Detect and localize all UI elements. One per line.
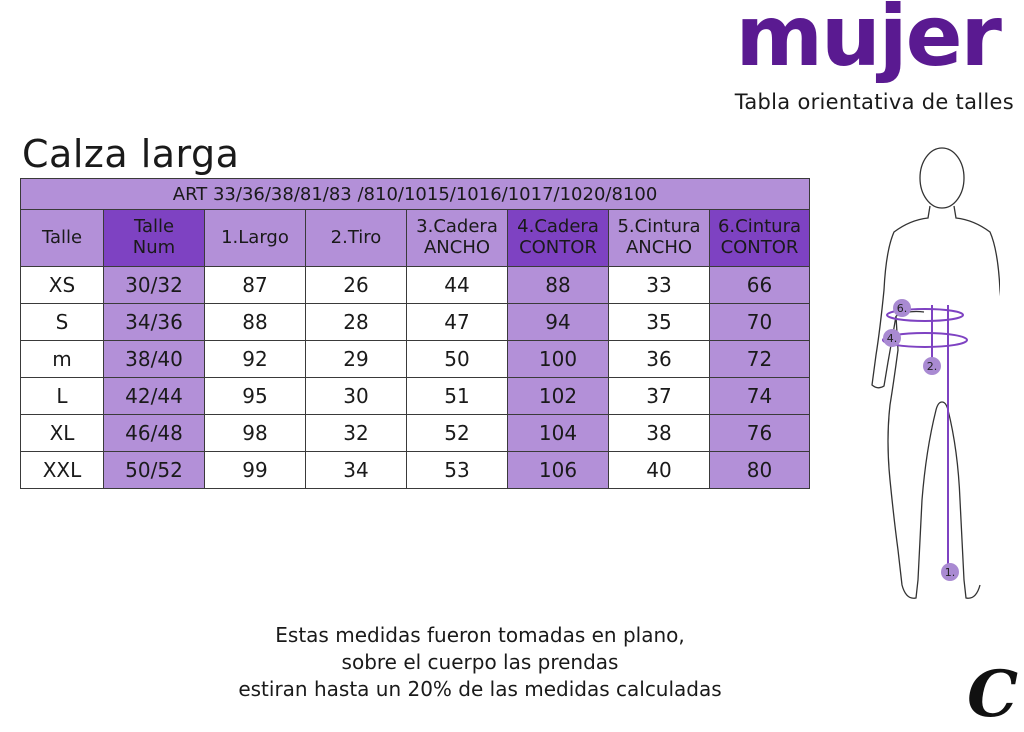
svg-text:2.: 2. (927, 360, 938, 373)
table-cell: 102 (507, 377, 609, 415)
table-cell: 47 (406, 303, 508, 341)
table-cell: 87 (204, 266, 306, 304)
table-cell: 38 (608, 414, 710, 452)
table-cell: 38/40 (103, 340, 205, 378)
header-cell: 1.Largo (204, 209, 306, 267)
table-cell: 100 (507, 340, 609, 378)
table-row: XS 30/32 87 26 44 88 33 66 (20, 266, 811, 304)
table-cell: 52 (406, 414, 508, 452)
corner-logo: C (967, 657, 1018, 732)
table-cell: 88 (204, 303, 306, 341)
table-cell: 44 (406, 266, 508, 304)
table-cell: 30/32 (103, 266, 205, 304)
marker-2: 2. (923, 357, 941, 375)
header-cell: 5.Cintura ANCHO (608, 209, 710, 267)
header-cell: 3.Cadera ANCHO (406, 209, 508, 267)
table-cell: XL (20, 414, 104, 452)
body-measurement-figure: 6. 4. 2. 1. (871, 147, 1000, 599)
svg-text:1.: 1. (945, 566, 956, 579)
header-cell: 6.Cintura CONTOR (708, 209, 811, 267)
table-cell: 94 (507, 303, 609, 341)
header-cell: 2.Tiro (305, 209, 407, 267)
table-cell: 34/36 (103, 303, 205, 341)
table-cell: 36 (608, 340, 710, 378)
table-cell: XS (20, 266, 104, 304)
table-row: XXL 50/52 99 34 53 106 40 80 (20, 451, 811, 489)
svg-text:6.: 6. (897, 302, 908, 315)
table-cell: 30 (305, 377, 407, 415)
table-cell: 72 (708, 340, 811, 378)
table-cell: 37 (608, 377, 710, 415)
subtitle: Tabla orientativa de talles (734, 90, 1014, 114)
table-cell: 92 (204, 340, 306, 378)
header-cell: Talle Num (103, 209, 205, 267)
table-cell: 42/44 (103, 377, 205, 415)
table-cell: 99 (204, 451, 306, 489)
table-cell: 51 (406, 377, 508, 415)
marker-4: 4. (883, 329, 901, 347)
table-cell: 32 (305, 414, 407, 452)
table-cell: m (20, 340, 104, 378)
table-cell: 33 (608, 266, 710, 304)
table-row: XL 46/48 98 32 52 104 38 76 (20, 414, 811, 452)
marker-1: 1. (941, 563, 959, 581)
art-row: ART 33/36/38/81/83 /810/1015/1016/1017/1… (19, 178, 811, 210)
table-cell: 66 (708, 266, 811, 304)
table-row: m 38/40 92 29 50 100 36 72 (20, 340, 811, 378)
size-table: ART 33/36/38/81/83 /810/1015/1016/1017/1… (19, 178, 811, 489)
marker-6: 6. (893, 299, 911, 317)
table-cell: L (20, 377, 104, 415)
table-cell: 46/48 (103, 414, 205, 452)
table-cell: 76 (708, 414, 811, 452)
table-cell: 95 (204, 377, 306, 415)
measurement-note: Estas medidas fueron tomadas en plano, s… (160, 622, 800, 703)
note-line: estiran hasta un 20% de las medidas calc… (238, 677, 722, 701)
table-cell: 80 (708, 451, 811, 489)
table-cell: 98 (204, 414, 306, 452)
table-cell: 53 (406, 451, 508, 489)
table-cell: 28 (305, 303, 407, 341)
table-cell: 106 (507, 451, 609, 489)
art-cell: ART 33/36/38/81/83 /810/1015/1016/1017/1… (19, 178, 811, 210)
table-cell: 26 (305, 266, 407, 304)
brand-logo: mujer (735, 0, 1002, 85)
table-cell: 104 (507, 414, 609, 452)
table-cell: 35 (608, 303, 710, 341)
measure-lines (882, 305, 968, 570)
note-line: sobre el cuerpo las prendas (341, 650, 619, 674)
note-line: Estas medidas fueron tomadas en plano, (275, 623, 685, 647)
table-cell: 40 (608, 451, 710, 489)
table-cell: 74 (708, 377, 811, 415)
header-cell: Talle (20, 209, 104, 267)
table-row: L 42/44 95 30 51 102 37 74 (20, 377, 811, 415)
page-title: Calza larga (22, 132, 240, 176)
table-cell: 34 (305, 451, 407, 489)
header-row: Talle Talle Num 1.Largo 2.Tiro 3.Cadera AN… (20, 209, 811, 267)
table-cell: 50 (406, 340, 508, 378)
svg-text:4.: 4. (887, 332, 898, 345)
table-cell: XXL (20, 451, 104, 489)
header-cell: 4.Cadera CONTOR (507, 209, 609, 267)
table-cell: 50/52 (103, 451, 205, 489)
table-cell: 70 (708, 303, 811, 341)
table-cell: S (20, 303, 104, 341)
table-cell: 29 (305, 340, 407, 378)
table-row: S 34/36 88 28 47 94 35 70 (20, 303, 811, 341)
table-cell: 88 (507, 266, 609, 304)
